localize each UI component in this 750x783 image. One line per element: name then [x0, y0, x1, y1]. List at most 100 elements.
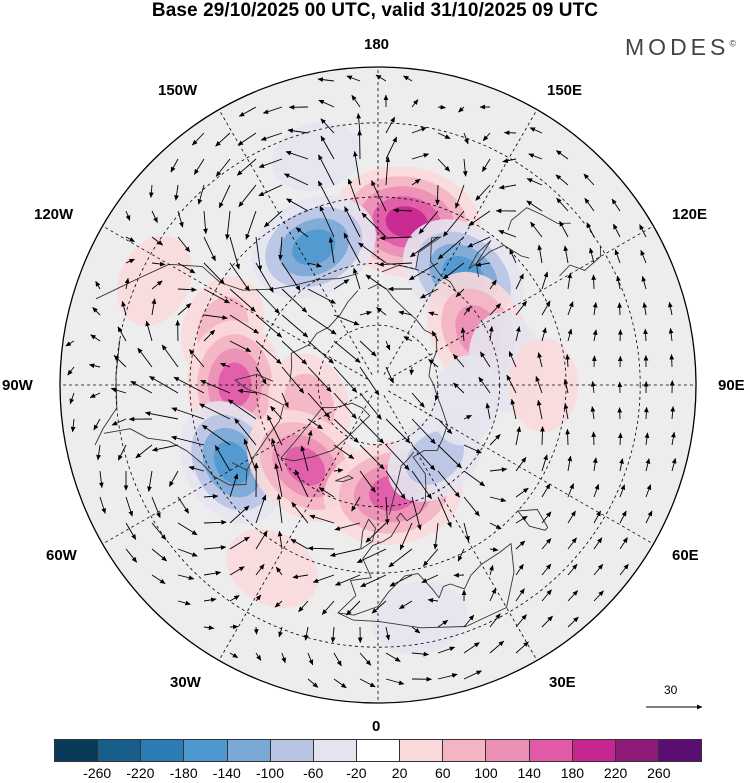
- wind-vector: [99, 496, 106, 514]
- wind-vector: [255, 288, 280, 314]
- wind-vector: [586, 222, 595, 238]
- wind-vector: [388, 548, 413, 568]
- wind-vector: [177, 303, 192, 316]
- wind-vector: [509, 248, 517, 264]
- wind-vector: [151, 522, 167, 540]
- wind-vector: [437, 673, 458, 680]
- wind-vector: [419, 288, 439, 299]
- wind-vector: [320, 118, 335, 134]
- wind-vector: [642, 302, 648, 316]
- wind-vector: [428, 311, 439, 317]
- wind-vector: [489, 547, 499, 552]
- wind-vector: [278, 236, 283, 261]
- wind-vector: [375, 74, 387, 82]
- lon-label-0: 0: [372, 718, 381, 735]
- wind-vector: [346, 600, 361, 616]
- wind-vector: [593, 483, 600, 498]
- wind-vector: [149, 376, 179, 394]
- wind-vector: [69, 392, 75, 405]
- wind-vector: [255, 366, 267, 385]
- wind-vector: [612, 223, 621, 238]
- wind-vector: [671, 457, 677, 472]
- wind-vector: [201, 424, 231, 446]
- wind-vector: [281, 340, 308, 365]
- wind-vector: [617, 432, 623, 446]
- wind-vector: [385, 470, 406, 500]
- lon-label-30e: 30E: [549, 674, 576, 691]
- wind-vector: [541, 483, 551, 498]
- wind-vector: [541, 538, 552, 550]
- wind-vector: [229, 262, 250, 292]
- wind-vector: [333, 678, 347, 689]
- wind-vector: [515, 641, 529, 654]
- wind-vector: [616, 275, 621, 290]
- wind-vector: [555, 174, 569, 186]
- wind-vector: [422, 548, 439, 567]
- wind-vector: [515, 515, 528, 524]
- wind-vector: [567, 328, 573, 342]
- wind-vector: [643, 406, 649, 420]
- wind-vector: [418, 210, 439, 235]
- wind-vector: [437, 104, 446, 110]
- wind-vector: [398, 600, 413, 610]
- wind-vector: [255, 340, 282, 365]
- wind-vector: [113, 355, 127, 368]
- wind-vector: [88, 363, 101, 369]
- wind-vector: [225, 210, 231, 240]
- wind-vector: [670, 431, 676, 446]
- wind-vector: [502, 158, 517, 164]
- wind-vector: [437, 646, 456, 654]
- colorbar-tick-label: 60: [435, 765, 451, 781]
- wind-vector: [294, 469, 309, 498]
- wind-vector: [475, 262, 491, 267]
- wind-vector: [510, 398, 517, 420]
- wind-vector: [229, 236, 240, 270]
- coastline: [559, 246, 601, 277]
- wind-vector: [489, 564, 494, 576]
- wind-vector: [147, 470, 153, 492]
- anomaly-center: [251, 195, 376, 299]
- wind-vector: [592, 329, 598, 342]
- wind-vector: [482, 132, 491, 142]
- wind-vector: [90, 334, 101, 342]
- wind-vector: [333, 444, 355, 460]
- wind-vector: [567, 483, 574, 498]
- wind-vector: [384, 496, 390, 525]
- wind-vector: [281, 314, 309, 338]
- wind-vector: [135, 444, 153, 459]
- wind-vector: [171, 407, 205, 420]
- wind-vector: [589, 247, 595, 264]
- wind-vector: [292, 574, 309, 579]
- wind-vector: [356, 113, 362, 134]
- wind-vector: [237, 132, 257, 146]
- wind-vector: [177, 548, 198, 557]
- wind-vector: [365, 274, 387, 290]
- wind-vector: [334, 522, 361, 531]
- wind-vector: [287, 128, 309, 134]
- wind-vector: [489, 640, 505, 654]
- wind-vector: [307, 314, 337, 335]
- wind-vector: [409, 236, 439, 258]
- colorbar-segment: [270, 740, 314, 761]
- wind-vector: [117, 326, 127, 342]
- wind-vector: [541, 563, 552, 576]
- wind-vector: [515, 326, 521, 342]
- wind-vector: [385, 652, 401, 662]
- wind-vector: [583, 173, 595, 186]
- wind-vector: [593, 563, 604, 576]
- wind-vector: [379, 235, 413, 241]
- wind-vector: [121, 300, 127, 316]
- wind-vector: [556, 197, 569, 212]
- wind-vector: [644, 432, 650, 446]
- wind-vector: [177, 287, 197, 293]
- wind-vector: [515, 588, 525, 602]
- wind-vector: [307, 652, 314, 666]
- lon-label-120w: 120W: [34, 206, 74, 223]
- colorbar-tick-label: -20: [346, 765, 367, 781]
- wind-vector: [385, 418, 411, 444]
- wind-vector: [463, 496, 480, 517]
- wind-vector: [199, 403, 231, 420]
- map-border: [59, 66, 697, 704]
- wind-vector: [541, 300, 551, 316]
- wind-vector: [584, 197, 595, 212]
